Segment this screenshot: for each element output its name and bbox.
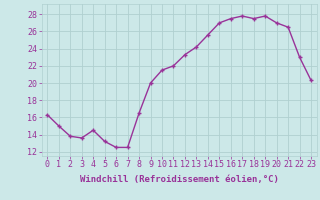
- X-axis label: Windchill (Refroidissement éolien,°C): Windchill (Refroidissement éolien,°C): [80, 175, 279, 184]
